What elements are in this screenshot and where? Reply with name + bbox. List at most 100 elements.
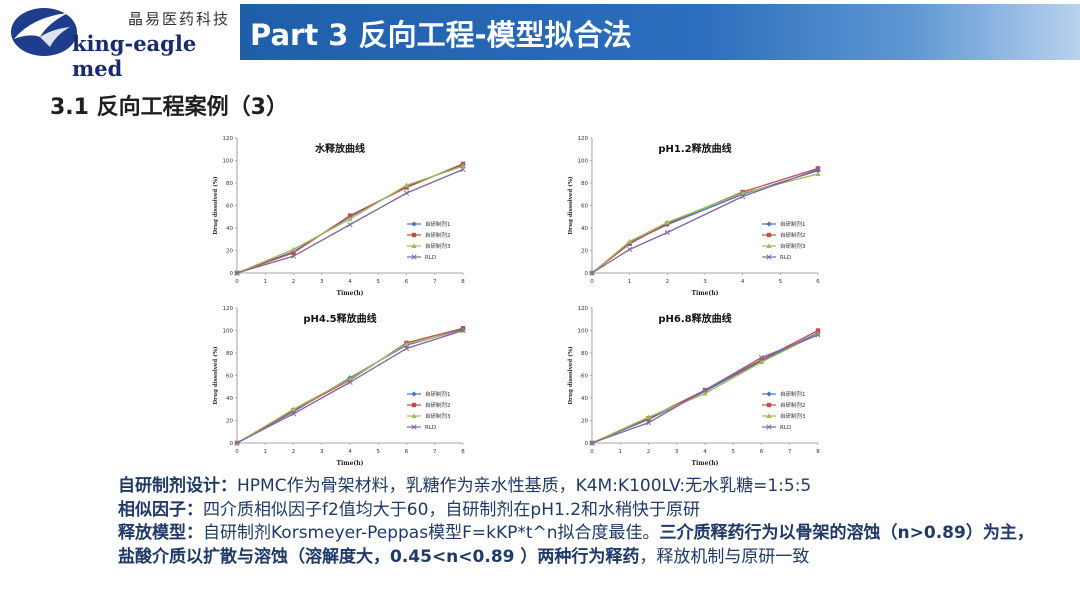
legend-marker: [411, 243, 417, 248]
data-point: [758, 359, 765, 364]
y-tick-label: 0: [230, 271, 234, 277]
x-tick-label: 4: [703, 449, 707, 455]
model-line: 释放模型：自研制剂Korsmeyer-Peppas模型F=kKP*t^n拟合度最…: [118, 522, 1038, 569]
data-point: [815, 166, 821, 171]
legend-item: 自研制剂2: [407, 401, 451, 409]
model-tail: ，释放机制与原研一致: [639, 546, 810, 567]
legend-item: 自研制剂3: [407, 412, 451, 420]
legend-marker: [766, 221, 772, 227]
data-point: [627, 241, 632, 246]
slide-title: Part 3 反向工程-模型拟合法: [250, 18, 632, 52]
x-tick-label: 7: [433, 449, 437, 455]
x-tick-label: 2: [666, 279, 670, 285]
legend-marker: [766, 254, 772, 260]
data-point: [290, 253, 297, 259]
chart-ph45-release: 0 20 40 60 80 100 120 0 1 2 3 4 5 6 7 8 Time(h) Drug diss…: [205, 300, 483, 474]
legend-label: 自研制剂1: [425, 220, 451, 228]
x-tick-label: 8: [816, 449, 820, 455]
legend-marker: [411, 424, 417, 430]
legend-item: 自研制剂1: [407, 220, 451, 228]
header: 晶易医药科技 king-eagle med Part 3 反向工程-模型拟合法: [0, 0, 1080, 81]
chart-title: pH4.5释放曲线: [303, 312, 376, 325]
y-tick-label: 80: [226, 181, 233, 187]
section-subtitle: 3.1 反向工程案例（3）: [50, 95, 288, 120]
data-point: [347, 221, 353, 228]
legend-marker: [766, 413, 772, 418]
similarity-text: 四介质相似因子f2值均大于60，自研制剂在pH1.2和水稍快于原研: [203, 499, 701, 520]
data-point: [403, 345, 410, 352]
y-tick-label: 60: [226, 204, 233, 210]
legend-item: 自研制剂3: [407, 242, 451, 250]
chart-ph68-release: 0 20 40 60 80 100 120 0 1 2 3 4 5 6 7 8 Time(h) Drug diss…: [560, 300, 838, 474]
data-point: [589, 440, 595, 446]
data-point: [460, 327, 466, 334]
legend-label: 自研制剂2: [780, 231, 806, 239]
y-tick-label: 120: [578, 306, 589, 312]
x-axis-label: Time(h): [337, 460, 364, 467]
legend-item: 自研制剂2: [762, 401, 806, 409]
legend-label: 自研制剂3: [780, 242, 806, 250]
series-3: [234, 166, 466, 276]
legend-label: 自研制剂1: [425, 390, 451, 398]
chart-ph12-release: 0 20 40 60 80 100 120 0 1 2 3 4 5 6 Time(h) Drug dissol…: [560, 130, 838, 304]
y-tick-label: 80: [226, 351, 233, 357]
data-point: [664, 219, 670, 225]
model-label: 释放模型：: [118, 523, 203, 543]
x-tick-label: 0: [590, 449, 594, 455]
model-text: 自研制剂Korsmeyer-Peppas模型F=kKP*t^n拟合度最佳。: [203, 523, 660, 543]
legend-label: 自研制剂2: [780, 401, 806, 409]
legend-label: RLD: [425, 425, 436, 431]
x-tick-label: 1: [628, 279, 632, 285]
data-point: [589, 270, 595, 276]
legend-marker: [766, 424, 772, 430]
data-point: [740, 193, 746, 200]
legend-label: RLD: [780, 425, 791, 431]
data-point: [758, 354, 765, 361]
data-point: [347, 216, 353, 221]
legend-item: RLD: [407, 254, 436, 261]
design-label: 自研制剂设计：: [118, 476, 237, 496]
x-tick-label: 2: [292, 279, 296, 285]
x-tick-label: 3: [703, 279, 707, 285]
legend-item: RLD: [762, 424, 791, 431]
chart-title: pH1.2释放曲线: [658, 142, 731, 155]
x-tick-label: 5: [377, 449, 381, 455]
x-tick-label: 0: [235, 449, 239, 455]
data-point: [403, 182, 410, 188]
x-tick-label: 6: [760, 449, 764, 455]
y-tick-label: 20: [226, 419, 233, 425]
y-tick-label: 100: [578, 329, 589, 335]
design-text: HPMC作为骨架材料，乳糖作为亲水性基质，K4M:K100LV:无水乳糖=1:5…: [237, 476, 812, 496]
data-point: [645, 420, 652, 426]
legend-item: 自研制剂3: [762, 412, 806, 420]
data-point: [347, 376, 353, 381]
y-tick-label: 100: [223, 159, 234, 165]
legend-item: RLD: [407, 424, 436, 431]
data-point: [460, 163, 466, 169]
title-banner: Part 3 反向工程-模型拟合法: [240, 4, 1080, 60]
y-tick-label: 120: [223, 136, 234, 142]
release-chart-svg: 0 20 40 60 80 100 120 0 1 2 3 4 5 6 Time(h) Drug dissol…: [567, 136, 821, 297]
y-tick-label: 100: [578, 159, 589, 165]
y-axis-label: Drug dissolved (%): [567, 346, 574, 405]
x-axis-label: Time(h): [692, 460, 719, 467]
y-tick-label: 120: [578, 136, 589, 142]
release-chart-svg: 0 20 40 60 80 100 120 0 1 2 3 4 5 6 7 8 Time(h) Drug diss…: [567, 306, 821, 467]
x-tick-label: 8: [461, 449, 465, 455]
data-point: [347, 379, 353, 385]
x-tick-label: 2: [647, 449, 651, 455]
company-logo: 晶易医药科技 king-eagle med: [10, 3, 240, 81]
x-tick-label: 5: [732, 449, 736, 455]
legend-item: 自研制剂2: [762, 231, 806, 239]
design-line: 自研制剂设计：HPMC作为骨架材料，乳糖作为亲水性基质，K4M:K100LV:无…: [118, 475, 1038, 499]
x-tick-label: 3: [320, 279, 324, 285]
release-chart-svg: 0 20 40 60 80 100 120 0 1 2 3 4 5 6 7 8 Time(h) Drug diss…: [212, 136, 466, 297]
legend-marker: [766, 243, 772, 248]
x-tick-label: 0: [590, 279, 594, 285]
conclusion-text: 自研制剂设计：HPMC作为骨架材料，乳糖作为亲水性基质，K4M:K100LV:无…: [118, 475, 1038, 569]
legend-marker: [411, 391, 417, 397]
x-tick-label: 0: [235, 279, 239, 285]
legend-item: 自研制剂1: [407, 390, 451, 398]
data-point: [460, 166, 466, 173]
x-axis-label: Time(h): [337, 290, 364, 297]
